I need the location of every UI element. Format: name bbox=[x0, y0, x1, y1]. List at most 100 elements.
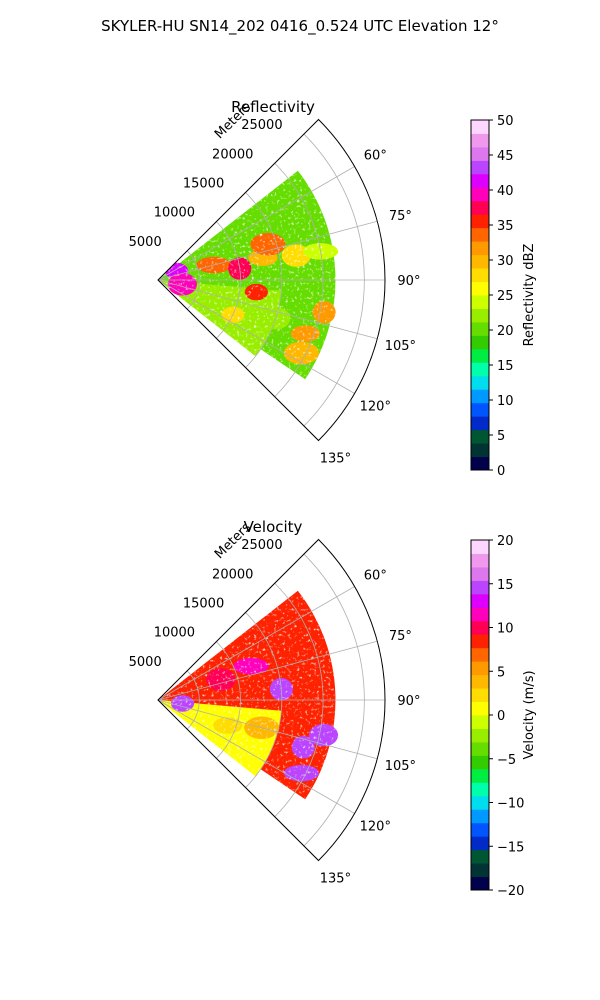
velocity-colorbar-tick-label: −20 bbox=[497, 884, 524, 899]
reflectivity-colorbar-swatch bbox=[471, 321, 489, 336]
reflectivity-colorbar-swatch bbox=[471, 389, 489, 404]
reflectivity-colorbar-tick-label: 35 bbox=[497, 219, 514, 234]
reflectivity-colorbar-tick-label: 40 bbox=[497, 184, 514, 199]
reflectivity-colorbar-tick-label: 20 bbox=[497, 324, 514, 339]
reflectivity-range-tick-label: 15000 bbox=[183, 176, 224, 191]
reflectivity-colorbar-swatch bbox=[471, 227, 489, 242]
reflectivity-colorbar-swatch bbox=[471, 402, 489, 417]
velocity-colorbar-swatch bbox=[471, 876, 489, 891]
reflectivity-colorbar-tick-label: 15 bbox=[497, 359, 514, 374]
reflectivity-colorbar-tick-label: 25 bbox=[497, 289, 514, 304]
velocity-echo-cell bbox=[233, 657, 269, 675]
velocity-colorbar-swatch bbox=[471, 566, 489, 581]
reflectivity-colorbar-tick-label: 10 bbox=[497, 394, 514, 409]
reflectivity-colorbar-swatch bbox=[471, 348, 489, 363]
velocity-colorbar-swatch bbox=[471, 580, 489, 595]
velocity-colorbar-swatch bbox=[471, 634, 489, 649]
reflectivity-title: Reflectivity bbox=[231, 98, 315, 116]
velocity-colorbar-swatch bbox=[471, 863, 489, 878]
reflectivity-azimuth-spoke bbox=[157, 220, 378, 281]
reflectivity-colorbar-swatch bbox=[471, 281, 489, 296]
reflectivity-echo-cell bbox=[244, 283, 268, 301]
velocity-echo-cell bbox=[170, 695, 195, 712]
velocity-colorbar-swatch bbox=[471, 822, 489, 837]
reflectivity-colorbar-swatch bbox=[471, 254, 489, 269]
reflectivity-colorbar-swatch bbox=[471, 362, 489, 377]
velocity-colorbar-swatch bbox=[471, 607, 489, 622]
reflectivity-colorbar-tick-label: 5 bbox=[497, 429, 505, 444]
velocity-colorbar-tick-label: 0 bbox=[497, 709, 505, 724]
velocity-colorbar-swatch bbox=[471, 715, 489, 729]
reflectivity-echo-cell bbox=[290, 325, 320, 342]
velocity-colorbar-swatch bbox=[471, 795, 489, 810]
reflectivity-range-tick-label: 20000 bbox=[212, 147, 253, 162]
reflectivity-colorbar-swatch bbox=[471, 456, 489, 471]
reflectivity-azimuth-spoke bbox=[157, 166, 355, 281]
reflectivity-angle-tick-label: 90° bbox=[397, 274, 420, 289]
velocity-colorbar-tick-label: 20 bbox=[497, 534, 514, 549]
reflectivity-echo-cell bbox=[250, 233, 286, 256]
velocity-echo-cell bbox=[283, 764, 319, 782]
velocity-colorbar-label: Velocity (m/s) bbox=[522, 670, 537, 759]
velocity-echo-cell bbox=[308, 723, 339, 747]
velocity-range-tick-label: 20000 bbox=[212, 567, 253, 582]
figure-title: SKYLER-HU SN14_202 0416_0.524 UTC Elevat… bbox=[101, 17, 499, 36]
velocity-colorbar-swatch bbox=[471, 620, 489, 635]
reflectivity-azimuth-spoke bbox=[157, 279, 355, 394]
reflectivity-colorbar-tick-label: 30 bbox=[497, 254, 514, 269]
velocity-angle-tick-label: 105° bbox=[385, 759, 416, 774]
velocity-colorbar-swatch bbox=[471, 553, 489, 568]
reflectivity-colorbar-swatch bbox=[471, 120, 489, 134]
velocity-echo-cell bbox=[206, 668, 236, 691]
velocity-echo-field bbox=[159, 590, 339, 800]
velocity-colorbar-tick-label: 10 bbox=[497, 622, 514, 637]
reflectivity-azimuth-spoke bbox=[157, 279, 378, 340]
velocity-colorbar-swatch bbox=[471, 674, 489, 689]
reflectivity-colorbar-swatch bbox=[471, 416, 489, 431]
reflectivity-colorbar-swatch bbox=[471, 160, 489, 175]
velocity-colorbar-swatch bbox=[471, 741, 489, 756]
reflectivity-echo-cell bbox=[283, 341, 319, 365]
velocity-angle-tick-label: 120° bbox=[360, 819, 391, 834]
reflectivity-angle-tick-label: 60° bbox=[364, 149, 387, 164]
reflectivity-colorbar-swatch bbox=[471, 200, 489, 215]
velocity-frame bbox=[157, 538, 386, 862]
velocity-colorbar-swatch bbox=[471, 688, 489, 703]
reflectivity-colorbar-swatch bbox=[471, 443, 489, 458]
reflectivity-colorbar-swatch bbox=[471, 375, 489, 390]
reflectivity-range-tick-label: 25000 bbox=[241, 118, 282, 133]
velocity-title: Velocity bbox=[244, 518, 303, 536]
velocity-colorbar-tick-label: −10 bbox=[497, 797, 524, 812]
velocity-colorbar-swatch bbox=[471, 768, 489, 783]
velocity-colorbar-swatch bbox=[471, 755, 489, 770]
reflectivity-range-tick-label: 5000 bbox=[129, 235, 162, 250]
velocity-colorbar-swatch bbox=[471, 661, 489, 676]
velocity-azimuth-spoke bbox=[157, 699, 378, 760]
reflectivity-angle-tick-label: 75° bbox=[389, 209, 412, 224]
velocity-azimuth-spoke bbox=[157, 640, 378, 701]
velocity-colorbar-tick-label: 5 bbox=[497, 665, 505, 680]
reflectivity-angle-tick-label: 105° bbox=[385, 339, 416, 354]
velocity-azimuth-spoke bbox=[157, 699, 355, 814]
reflectivity-colorbar-swatch bbox=[471, 214, 489, 229]
velocity-colorbar-swatch bbox=[471, 782, 489, 797]
velocity-colorbar-swatch bbox=[471, 647, 489, 662]
velocity-range-tick-label: 5000 bbox=[129, 655, 162, 670]
reflectivity-colorbar-tick-label: 50 bbox=[497, 114, 514, 129]
reflectivity-colorbar-tick-label: 0 bbox=[497, 464, 505, 479]
velocity-range-tick-label: 15000 bbox=[183, 596, 224, 611]
reflectivity-colorbar-swatch bbox=[471, 241, 489, 256]
reflectivity-colorbar-swatch bbox=[471, 146, 489, 161]
reflectivity-colorbar-swatch bbox=[471, 133, 489, 148]
velocity-colorbar-swatch bbox=[471, 836, 489, 851]
reflectivity-angle-tick-label: 135° bbox=[320, 451, 351, 466]
velocity-angle-tick-label: 75° bbox=[389, 629, 412, 644]
reflectivity-colorbar-swatch bbox=[471, 429, 489, 444]
velocity-colorbar-tick-label: −15 bbox=[497, 840, 524, 855]
velocity-colorbar-tick-label: −5 bbox=[497, 753, 516, 768]
reflectivity-echo-field bbox=[159, 170, 339, 380]
reflectivity-echo-cell bbox=[312, 301, 336, 324]
velocity-azimuth-spoke bbox=[157, 586, 355, 701]
reflectivity-colorbar-swatch bbox=[471, 173, 489, 188]
velocity-angle-tick-label: 135° bbox=[320, 871, 351, 886]
